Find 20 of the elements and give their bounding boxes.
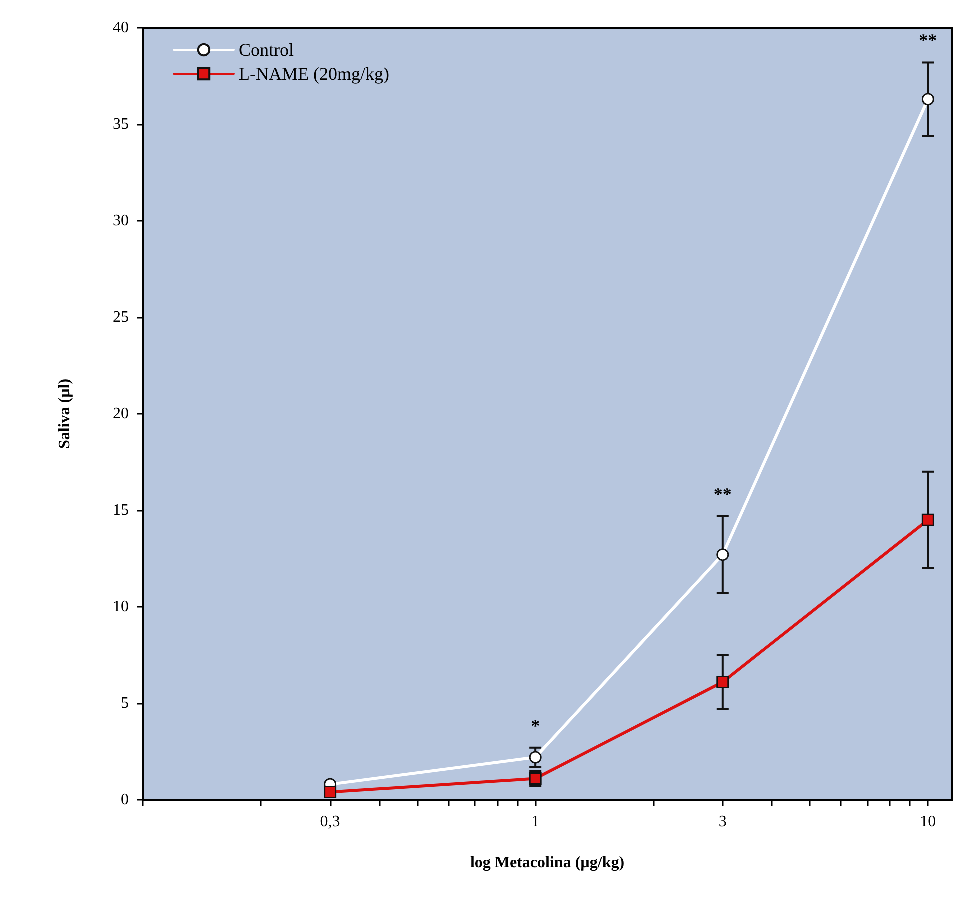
y-tick-label: 0 <box>121 792 129 808</box>
x-tick-label: 3 <box>718 814 727 830</box>
y-tick-label: 40 <box>113 20 129 36</box>
annotation: ** <box>714 484 732 504</box>
x-axis-title: log Metacolina (µg/kg) <box>470 854 625 872</box>
y-axis-title: Saliva (µl) <box>56 378 74 450</box>
y-tick-label: 5 <box>121 695 129 712</box>
legend-label: L-NAME (20mg/kg) <box>239 64 390 84</box>
legend-label: Control <box>239 40 294 60</box>
y-tick-label: 25 <box>113 309 129 326</box>
annotation: * <box>531 716 540 736</box>
y-tick-label: 10 <box>113 598 129 616</box>
x-tick-label: 0,3 <box>320 814 340 830</box>
x-tick-label: 10 <box>920 814 936 830</box>
annotation: ** <box>919 30 938 51</box>
y-tick-label: 35 <box>113 116 129 133</box>
y-tick-label: 15 <box>113 502 129 519</box>
x-tick-label: 1 <box>532 814 540 830</box>
y-tick-label: 30 <box>113 212 129 230</box>
y-tick-label: 20 <box>113 406 129 422</box>
